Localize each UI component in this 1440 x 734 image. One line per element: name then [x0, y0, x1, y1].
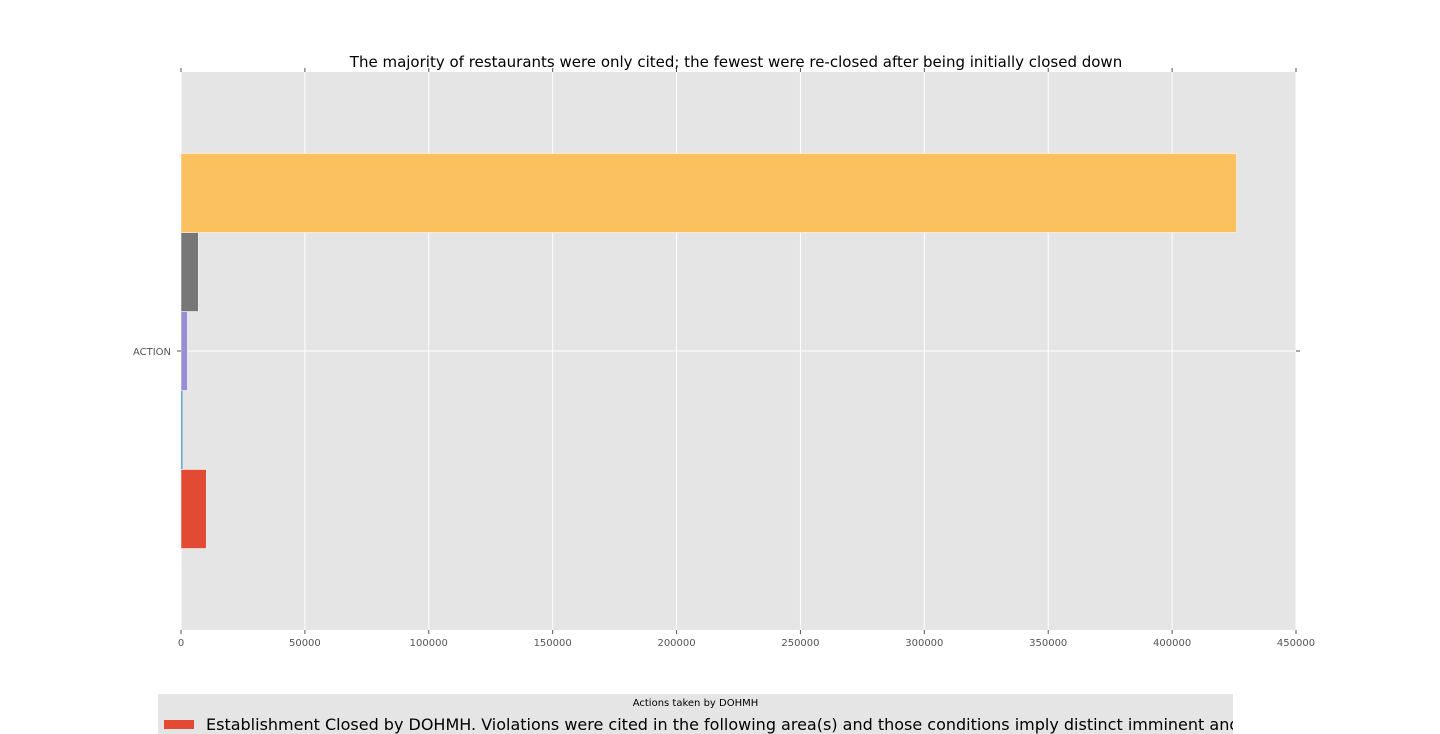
x-tick-label: 350000 — [1029, 638, 1067, 649]
bar — [180, 390, 183, 470]
bar — [180, 153, 1237, 233]
x-axis: 0 50000 100000 150000 200000 250000 300000 3500… — [178, 68, 1315, 649]
y-axis: ACTION — [133, 347, 1300, 358]
x-tick-label: 50000 — [289, 638, 321, 649]
bar — [180, 232, 199, 312]
bars — [180, 153, 1237, 549]
chart-title: The majority of restaurants were only ci… — [349, 53, 1122, 71]
x-tick-label: 400000 — [1153, 638, 1191, 649]
x-tick-label: 250000 — [781, 638, 819, 649]
legend-label: Establishment Closed by DOHMH. Violation… — [206, 715, 1233, 734]
y-tick-label: ACTION — [133, 347, 171, 358]
legend-entry: Establishment Closed by DOHMH. Violation… — [164, 715, 1233, 734]
x-tick-label: 150000 — [534, 638, 572, 649]
bar — [180, 469, 207, 549]
legend: Actions taken by DOHMH Establishment Clo… — [158, 694, 1233, 734]
bar — [180, 311, 188, 391]
x-tick-label: 200000 — [657, 638, 695, 649]
x-tick-label: 450000 — [1277, 638, 1315, 649]
x-tick-label: 300000 — [905, 638, 943, 649]
x-tick-label: 100000 — [410, 638, 448, 649]
x-tick-label: 0 — [178, 638, 184, 649]
legend-swatch — [164, 720, 194, 729]
legend-title: Actions taken by DOHMH — [632, 698, 759, 709]
